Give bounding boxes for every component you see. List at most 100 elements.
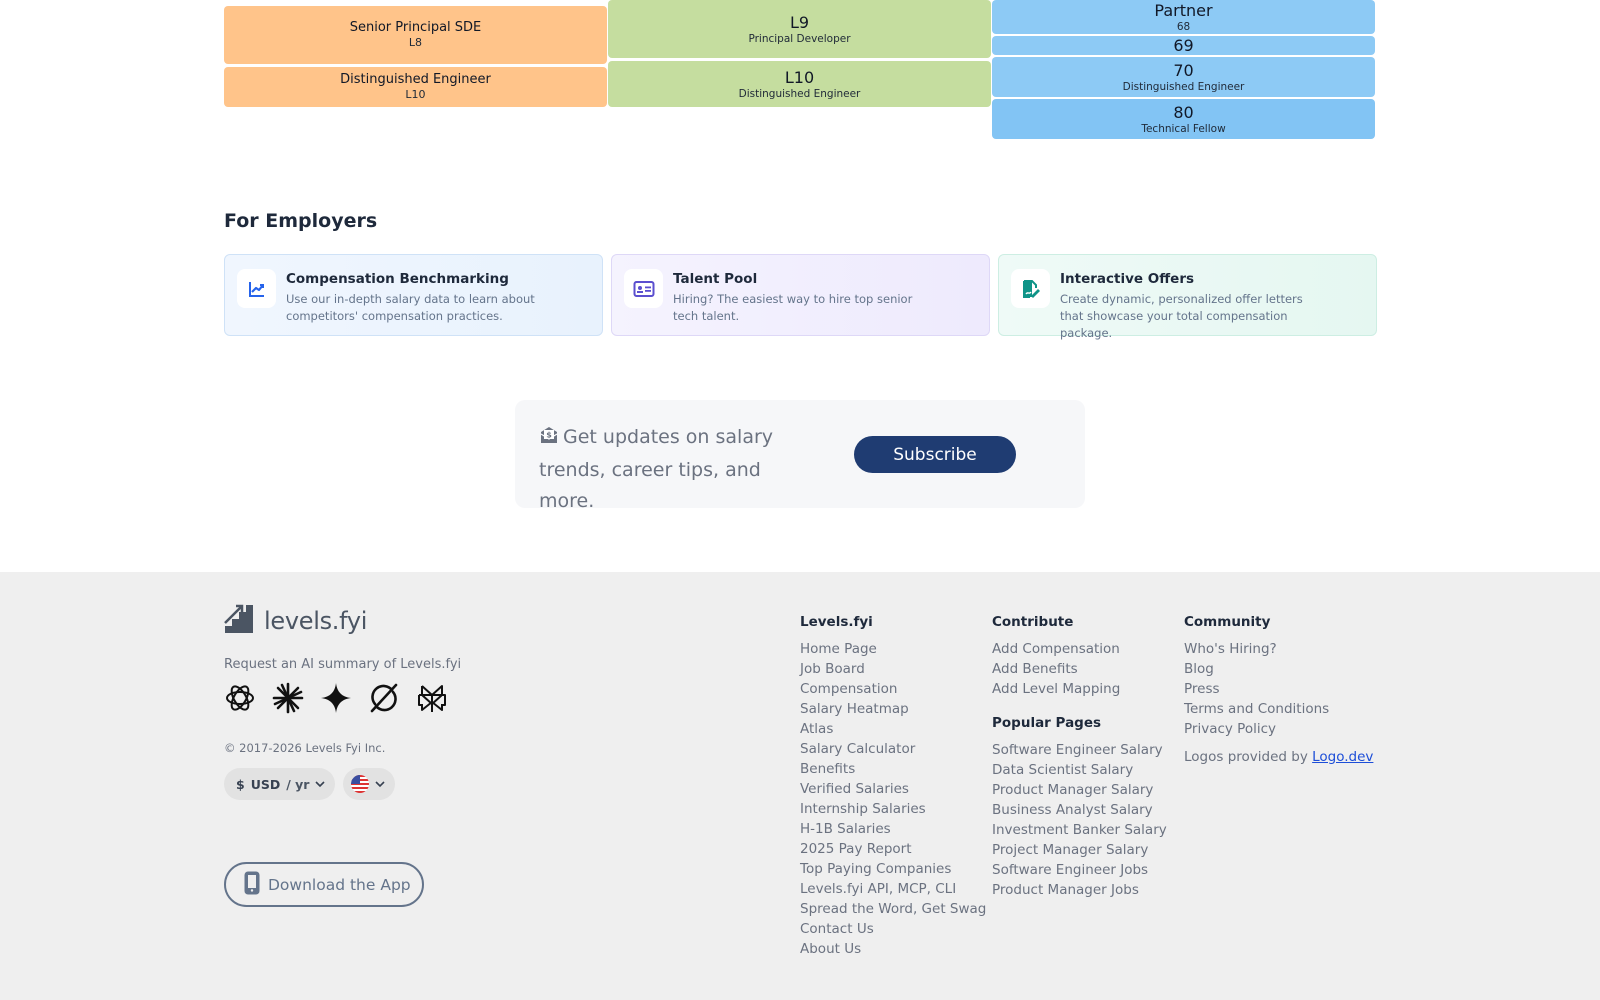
level-cell[interactable]: Partner 68 [992, 0, 1375, 34]
level-code: L9 [789, 12, 810, 32]
talent-pool-card[interactable]: Talent Pool Hiring? The easiest way to h… [611, 254, 990, 336]
footer-link[interactable]: Salary Heatmap [800, 701, 909, 717]
footer-link[interactable]: Benefits [800, 761, 856, 777]
stairs-logo-icon [224, 604, 254, 638]
footer-link[interactable]: Data Scientist Salary [992, 762, 1134, 778]
footer-link[interactable]: Top Paying Companies [800, 861, 952, 877]
footer-link[interactable]: Add Level Mapping [992, 681, 1121, 697]
level-cell[interactable]: L10 Distinguished Engineer [608, 61, 991, 107]
chevron-down-icon [315, 777, 326, 792]
footer-link[interactable]: Levels.fyi API, MCP, CLI [800, 881, 957, 897]
level-title: 68 [1176, 20, 1191, 33]
levels-logo[interactable]: levels.fyi [224, 604, 367, 638]
footer-link[interactable]: Terms and Conditions [1184, 701, 1330, 717]
footer-link[interactable]: 2025 Pay Report [800, 841, 912, 857]
footer-link[interactable]: Internship Salaries [800, 801, 926, 817]
card-description: Hiring? The easiest way to hire top seni… [673, 292, 913, 323]
perplexity-icon[interactable] [416, 682, 448, 714]
footer-link[interactable]: Spread the Word, Get Swag [800, 901, 987, 917]
copyright: © 2017-2026 Levels Fyi Inc. [224, 741, 386, 755]
footer-link[interactable]: Job Board [800, 661, 865, 677]
signed-document-icon [1011, 269, 1050, 308]
footer-link[interactable]: Who's Hiring? [1184, 641, 1277, 657]
level-title: Distinguished Engineer [340, 72, 491, 87]
level-cell[interactable]: Senior Principal SDE L8 [224, 6, 607, 64]
claude-icon[interactable] [272, 682, 304, 714]
newsletter-box: $ Get updates on salary trends, career t… [515, 400, 1085, 512]
currency-symbol: $ [236, 776, 245, 792]
footer-link[interactable]: Contact Us [800, 921, 874, 937]
download-app-label: Download the App [268, 875, 411, 894]
download-app-button[interactable]: Download the App [224, 862, 424, 907]
level-title: Distinguished Engineer [1122, 80, 1245, 93]
compensation-benchmarking-card[interactable]: Compensation Benchmarking Use our in-dep… [224, 254, 603, 336]
level-cell[interactable]: 69 [992, 36, 1375, 55]
level-code: L8 [408, 36, 423, 49]
footer-link[interactable]: Privacy Policy [1184, 721, 1277, 737]
footer-link[interactable]: Software Engineer Jobs [992, 862, 1149, 878]
column-heading: Contribute [992, 614, 1074, 630]
interactive-offers-card[interactable]: Interactive Offers Create dynamic, perso… [998, 254, 1377, 340]
column-heading: Popular Pages [992, 715, 1102, 731]
card-title: Talent Pool [673, 271, 758, 287]
logo-text: levels.fyi [264, 607, 368, 635]
newsletter-text: $ Get updates on salary trends, career t… [539, 422, 809, 517]
level-cell[interactable]: 70 Distinguished Engineer [992, 57, 1375, 97]
section-heading: For Employers [224, 210, 378, 232]
currency-selector[interactable]: $ USD / yr [224, 768, 336, 800]
chevron-down-icon [375, 777, 386, 792]
logos-credit-text: Logos provided by [1184, 749, 1308, 765]
svg-text:$: $ [546, 431, 552, 440]
footer: levels.fyi Request an AI summary of Leve… [0, 572, 1600, 1000]
us-flag-icon [351, 775, 370, 793]
chatgpt-icon[interactable] [224, 682, 256, 714]
footer-link[interactable]: Compensation [800, 681, 898, 697]
level-code: 80 [1173, 102, 1194, 122]
currency-period: / yr [286, 776, 310, 792]
level-cell[interactable]: L9 Principal Developer [608, 0, 991, 58]
footer-link[interactable]: Home Page [800, 641, 877, 657]
footer-link[interactable]: Software Engineer Salary [992, 742, 1163, 758]
level-cell[interactable]: Distinguished Engineer L10 [224, 67, 607, 107]
footer-link[interactable]: Business Analyst Salary [992, 802, 1153, 818]
level-title: Principal Developer [748, 32, 851, 45]
footer-link[interactable]: Press [1184, 681, 1220, 697]
footer-link[interactable]: Product Manager Salary [992, 782, 1154, 798]
footer-link[interactable]: Add Benefits [992, 661, 1078, 677]
level-code: 69 [1173, 36, 1194, 55]
card-title: Compensation Benchmarking [286, 271, 509, 287]
column-heading: Levels.fyi [800, 614, 873, 630]
footer-link[interactable]: Project Manager Salary [992, 842, 1149, 858]
footer-link[interactable]: Blog [1184, 661, 1214, 677]
newsletter-prompt: Get updates on salary trends, career tip… [539, 426, 774, 512]
level-code: L10 [784, 67, 815, 87]
level-title: Technical Fellow [1141, 122, 1226, 135]
footer-link[interactable]: Verified Salaries [800, 781, 909, 797]
gemini-icon[interactable] [320, 682, 352, 714]
subscribe-button[interactable]: Subscribe [854, 436, 1016, 473]
level-code: L10 [405, 88, 426, 101]
logo-dev-link[interactable]: Logo.dev [1312, 749, 1374, 765]
card-description: Use our in-depth salary data to learn ab… [286, 292, 535, 323]
footer-link[interactable]: Investment Banker Salary [992, 822, 1167, 838]
level-code: 70 [1173, 60, 1194, 80]
chart-line-icon [237, 269, 276, 308]
footer-link[interactable]: Product Manager Jobs [992, 882, 1139, 898]
level-code: Partner [1154, 0, 1213, 20]
ai-summary-links [224, 682, 448, 714]
footer-link[interactable]: About Us [800, 941, 862, 957]
logos-credit: Logos provided by Logo.dev [1184, 747, 1373, 767]
footer-link[interactable]: Add Compensation [992, 641, 1120, 657]
country-selector[interactable] [343, 768, 396, 800]
level-cell[interactable]: 80 Technical Fellow [992, 99, 1375, 139]
footer-link[interactable]: Atlas [800, 721, 834, 737]
grok-icon[interactable] [368, 682, 400, 714]
footer-link[interactable]: Salary Calculator [800, 741, 916, 757]
footer-column-contribute: Contribute Add Compensation Add Benefits… [992, 614, 1167, 900]
card-title: Interactive Offers [1060, 271, 1195, 287]
level-title: Distinguished Engineer [738, 87, 861, 100]
phone-icon [244, 871, 260, 899]
footer-link[interactable]: H-1B Salaries [800, 821, 891, 837]
money-mail-icon: $ [539, 424, 559, 455]
preferences: $ USD / yr [224, 768, 396, 800]
